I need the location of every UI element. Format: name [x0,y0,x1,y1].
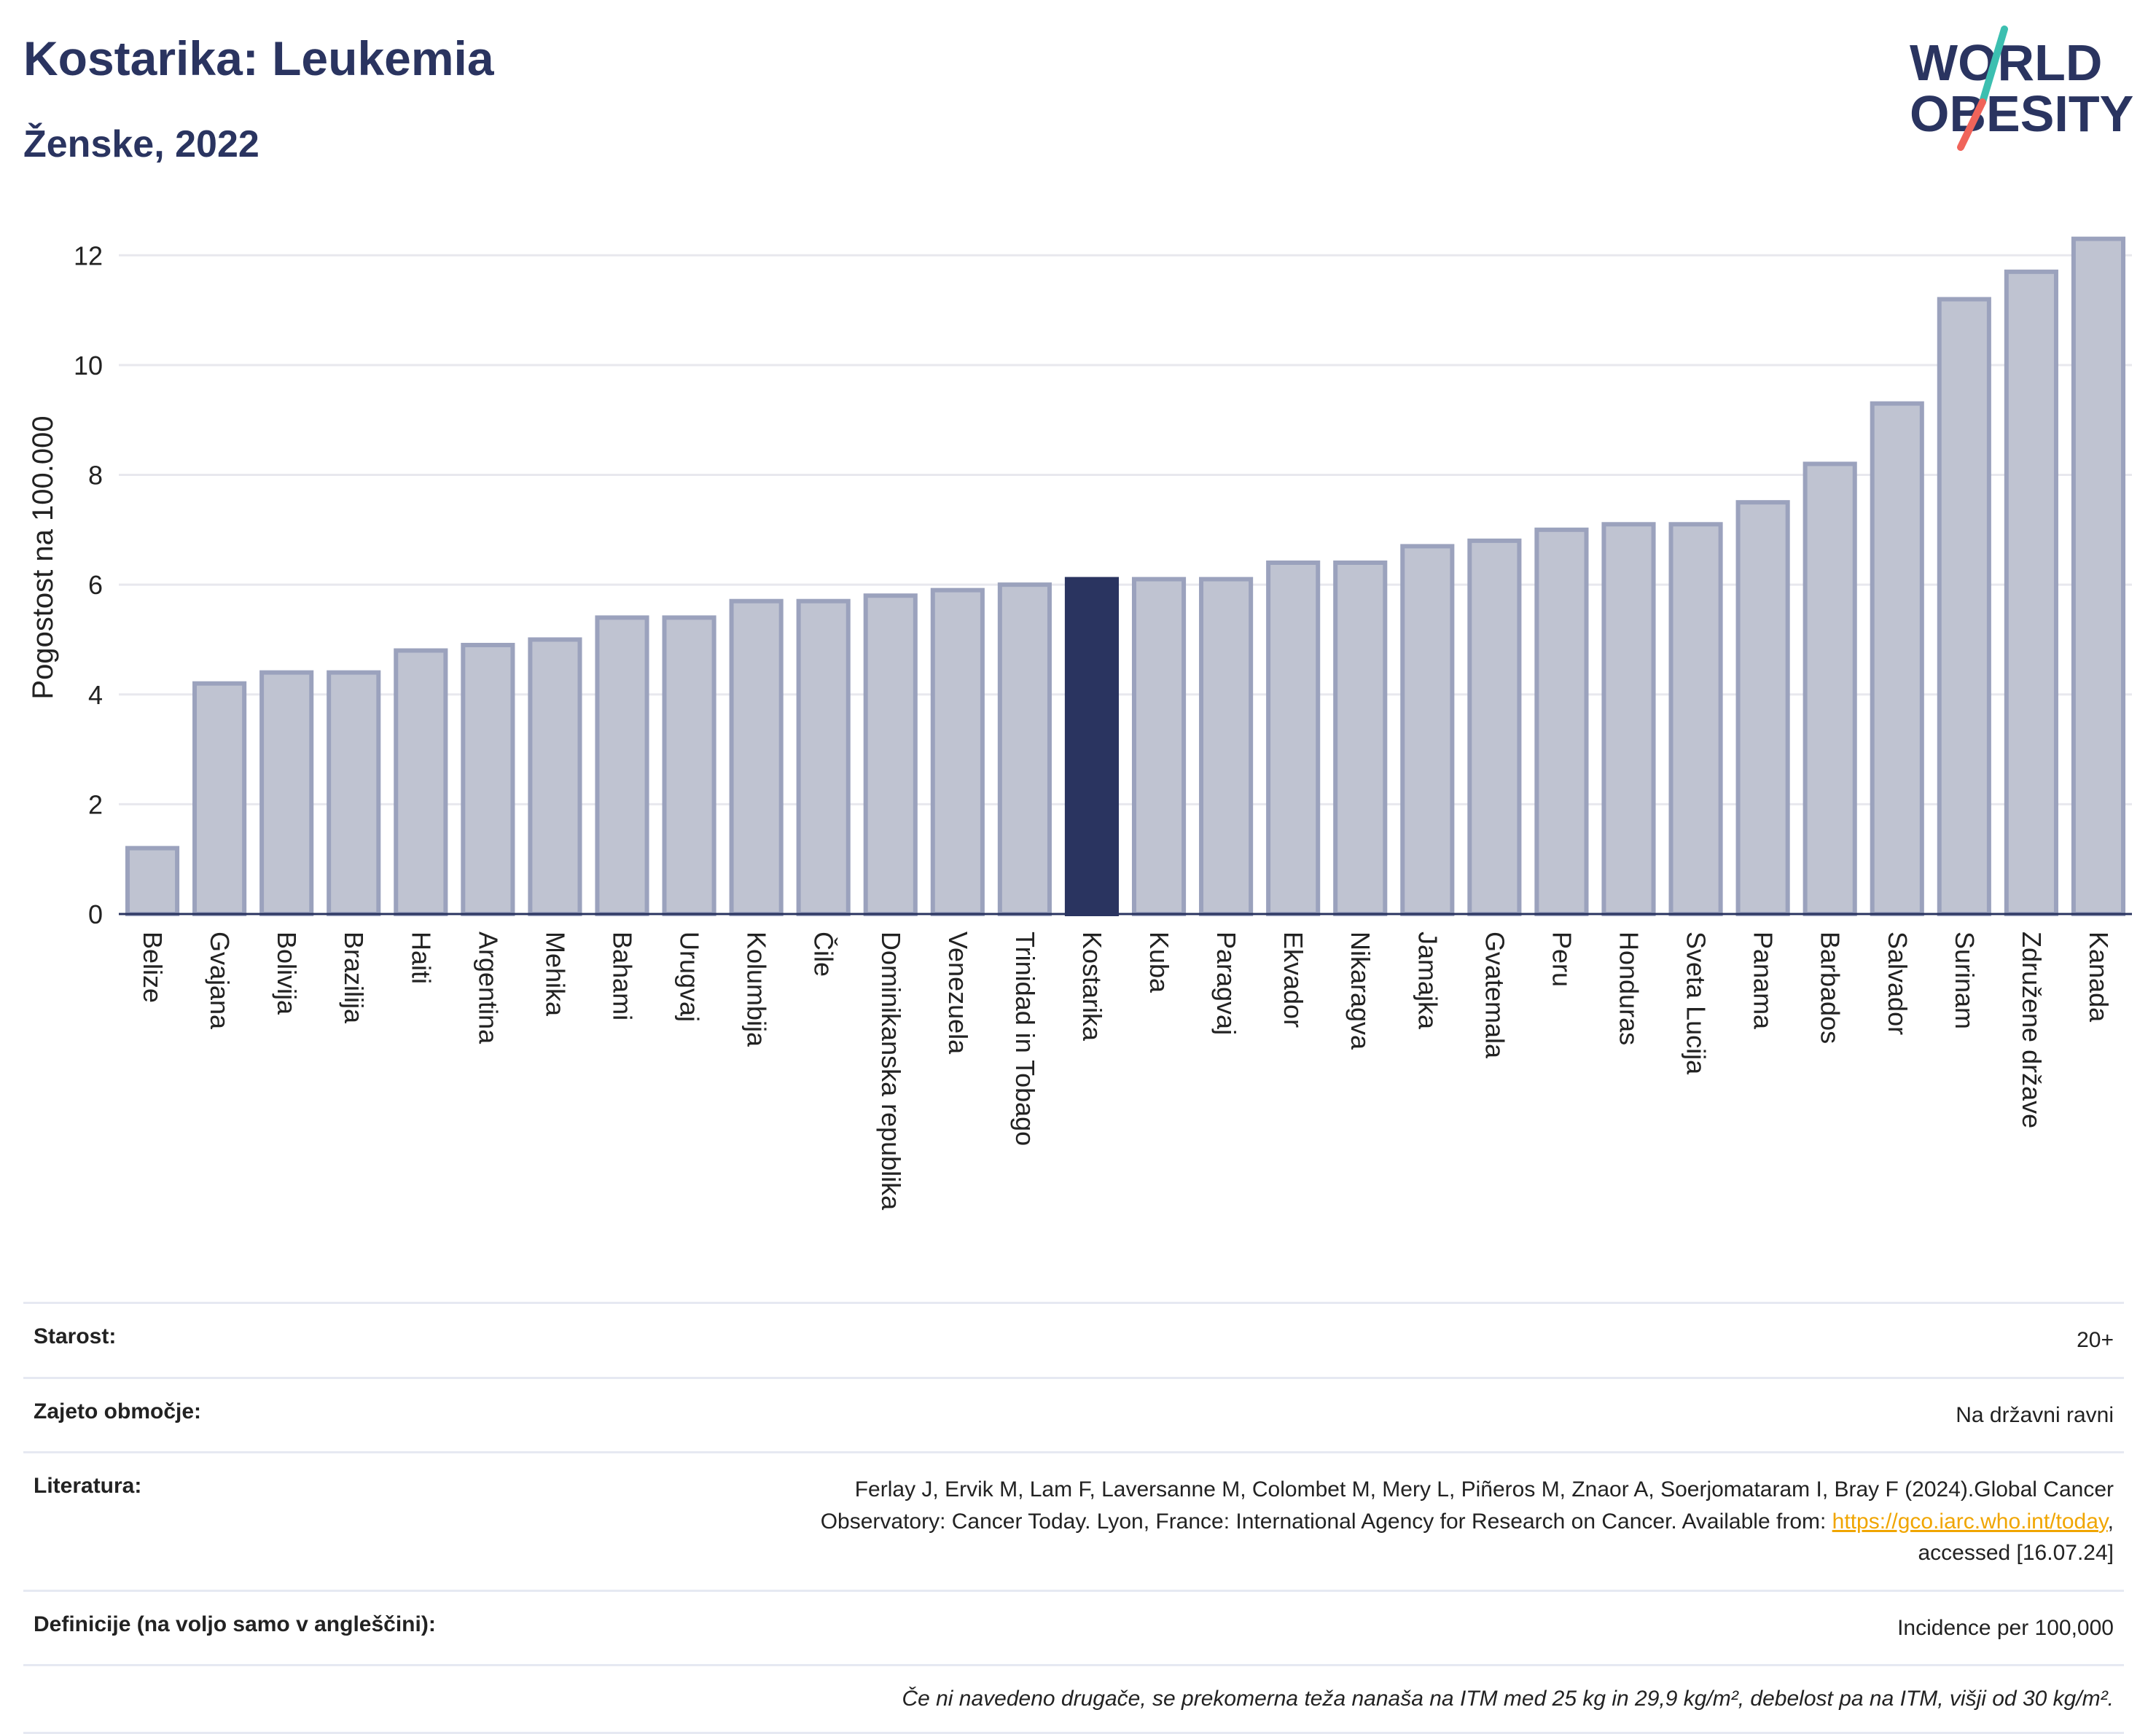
x-tick-label: Kostarika [1077,932,1107,1042]
bar-sveta-lucija [1668,522,1723,916]
logo-line-2: OBESITY [1910,85,2133,142]
bar-panama [1735,500,1790,916]
bar-ekvador [1266,561,1321,916]
literature-line-2: Observatory: Cancer Today. Lyon, France:… [820,1509,1832,1534]
x-tick-label: Združene države [2017,932,2047,1128]
meta-key: Literatura: [34,1474,142,1498]
x-tick-label: Dominikanska republika [876,932,906,1211]
bar-gvatemala [1467,538,1522,916]
y-tick-labels: 0 2 4 6 8 10 12 [74,241,103,929]
bar-kostarika [1064,577,1120,916]
bar-nikaragva [1333,561,1388,916]
bar-dominikanska-republika [863,593,918,916]
x-tick-label: Argentina [473,932,503,1044]
bar-kuba [1131,577,1187,916]
bar-gvajana [192,681,247,916]
x-tick-label: Nikaragva [1345,932,1375,1050]
y-tick-label: 0 [88,899,103,929]
x-tick-label: Barbados [1816,932,1846,1044]
y-tick-label: 12 [74,241,103,270]
bar-kolumbija [729,598,784,916]
y-tick-label: 2 [88,789,103,819]
x-tick-label: Kuba [1144,932,1174,993]
x-tick-label: Gvajana [205,932,235,1030]
grid-lines [119,254,2132,805]
meta-value: 20+ [2077,1328,2114,1352]
world-obesity-logo: WORLD OBESITY [1910,26,2133,151]
bar-venezuela [930,587,985,916]
x-tick-label: Jamajka [1413,932,1442,1030]
bar-haiti [394,648,448,916]
x-tick-label: Gvatemala [1480,932,1509,1059]
x-tick-label: Mehika [540,932,570,1017]
meta-key: Starost: [34,1324,117,1348]
bar-mehika [528,637,582,916]
x-tick-label: Haiti [406,932,436,984]
x-tick-label: Urugvaj [675,932,705,1022]
x-tick-label: Panama [1749,932,1778,1030]
meta-key: Zajeto območje: [34,1399,202,1423]
x-tick-label: Belize [138,932,168,1003]
bars [125,236,2126,916]
x-tick-label: Sveta Lucija [1682,932,1711,1075]
bar-bolivija [259,670,314,916]
x-tick-label: Kolumbija [742,932,772,1047]
meta-row-coverage: Zajeto območje: Na državni ravni [23,1376,2124,1452]
x-tick-label: Venezuela [943,932,973,1055]
bar-honduras [1601,522,1656,916]
metadata-table: Starost: 20+ Zajeto območje: Na državni … [23,1302,2124,1734]
bar-jamajka [1400,544,1455,916]
x-tick-label: Ekvador [1278,932,1308,1028]
meta-row-age: Starost: 20+ [23,1302,2124,1377]
bar-surinam [1937,297,1991,916]
meta-row-definitions: Definicije (na voljo samo v angleščini):… [23,1589,2124,1665]
meta-value: Na državni ravni [1956,1402,2114,1427]
x-tick-labels: Belize Gvajana Bolivija Brazilija Haiti Argen… [138,932,2114,1211]
y-tick-label: 6 [88,570,103,600]
x-tick-label: Bolivija [272,932,302,1015]
footnote: Če ni navedeno drugače, se prekomerna te… [23,1664,2124,1734]
meta-key: Definicije (na voljo samo v angleščini): [34,1612,436,1636]
x-tick-label: Trinidad in Tobago [1010,932,1040,1146]
meta-value: Incidence per 100,000 [1897,1615,2114,1640]
bar-paragvaj [1199,577,1254,916]
bar-barbados [1802,461,1857,916]
meta-row-literature: Literatura: Ferlay J, Ervik M, Lam F, La… [23,1451,2124,1590]
bar-chart: 0 2 4 6 8 10 12 Belize Gvajana Bolivija Brazilija… [27,236,2132,1211]
bar-salvador [1870,401,1924,916]
page-subtitle: Ženske, 2022 [23,123,259,165]
bar-peru [1534,527,1589,916]
x-tick-label: Kanada [2084,932,2114,1023]
literature-line-1: Ferlay J, Ervik M, Lam F, Laversanne M, … [854,1477,2114,1501]
x-tick-label: Paragvaj [1211,932,1241,1035]
bar-brazilija [327,670,381,916]
y-tick-label: 10 [74,351,103,380]
bar-združene-države [2004,269,2058,916]
bar-bahami [595,615,649,916]
y-tick-label: 4 [88,680,103,710]
meta-value: Ferlay J, Ervik M, Lam F, Laversanne M, … [821,1474,2114,1569]
x-tick-label: Brazilija [339,932,369,1024]
bar-kanada [2071,236,2126,916]
bar-trinidad-in-tobago [997,582,1052,916]
x-tick-label: Surinam [1950,932,1980,1029]
bar-čile [796,598,851,916]
y-axis-label: Pogostost na 100.000 [27,415,59,699]
x-tick-label: Peru [1547,932,1577,987]
logo-slash-bottom [1957,98,1986,151]
x-tick-label: Čile [809,932,839,977]
x-tick-label: Bahami [608,932,638,1020]
bar-argentina [461,642,515,916]
x-tick-label: Salvador [1883,932,1913,1035]
y-tick-label: 8 [88,461,103,491]
literature-line-3: accessed [16.07.24] [1918,1541,2114,1565]
literature-link[interactable]: https://gco.iarc.who.int/today [1832,1509,2108,1534]
page-title: Kostarika: Leukemia [23,31,494,85]
logo-slash-top [1979,26,2008,106]
x-tick-label: Honduras [1614,932,1644,1045]
logo-line-1: WORLD [1910,34,2102,91]
bar-urugvaj [662,615,716,916]
bar-belize [125,845,180,916]
literature-line-2-end: , [2107,1509,2114,1534]
